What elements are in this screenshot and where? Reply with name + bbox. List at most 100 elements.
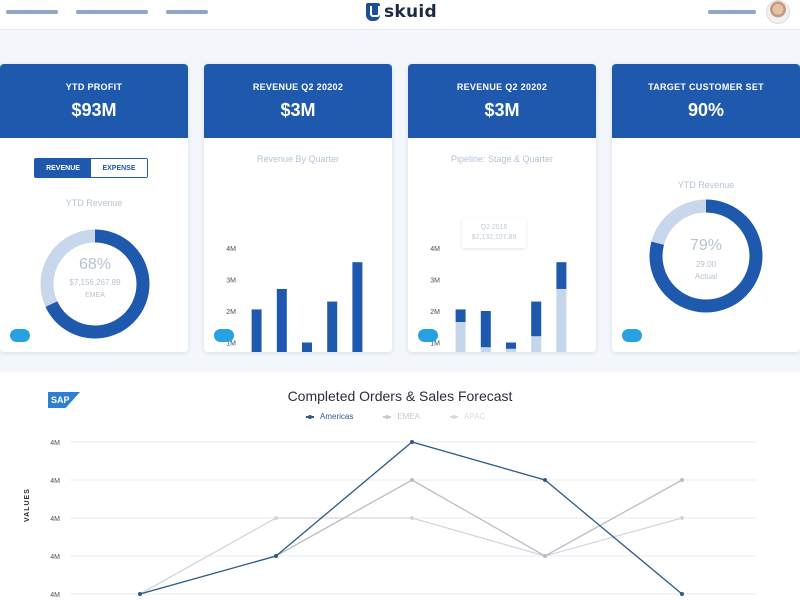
bar-segment[interactable] (556, 262, 567, 289)
data-point[interactable] (543, 478, 547, 482)
kpi-title: YTD PROFIT (65, 82, 123, 92)
donut-amount: $7,156,267.89 (69, 278, 121, 287)
kpi-value: $93M (71, 100, 117, 120)
donut-fill (649, 199, 763, 313)
nav-item-right[interactable] (708, 10, 756, 14)
bar[interactable] (302, 342, 312, 353)
kpi-card-header: TARGET CUSTOMER SET 90% (612, 64, 800, 138)
y-tick-label: 3M (226, 278, 236, 285)
kpi-card-target-customer: TARGET CUSTOMER SET 90% YTD Revenue 79% … (612, 64, 800, 352)
y-tick-label: 4M (50, 516, 60, 523)
bar-segment[interactable] (480, 347, 491, 352)
donut-percent: 79% (690, 237, 722, 254)
kpi-card-header: YTD PROFIT $93M (0, 64, 188, 138)
chart-tooltip: Q2 2016 $2,132,107.89 (462, 218, 526, 248)
skuid-logo[interactable]: skuid (366, 0, 437, 24)
legend-marker (383, 414, 392, 419)
data-point[interactable] (274, 554, 278, 558)
data-point[interactable] (410, 440, 414, 444)
chart-title: Completed Orders & Sales Forecast (287, 388, 513, 404)
y-tick-label: 1M (430, 341, 440, 348)
kpi-card-header: REVENUE Q2 20202 $3M (204, 64, 392, 138)
donut-amount: 29.00 (696, 260, 717, 269)
bar-segment[interactable] (455, 322, 466, 352)
nav-item-1[interactable] (6, 10, 58, 14)
y-tick-label: 4M (226, 246, 236, 253)
kpi-card-ytd-profit: YTD PROFIT $93M REVENUE EXPENSE YTD Reve… (0, 64, 188, 352)
data-point[interactable] (138, 592, 142, 596)
data-point[interactable] (410, 478, 414, 482)
donut-chart: 79% 29.00 Actual (649, 199, 763, 313)
legend-label: EMEA (397, 412, 421, 421)
data-point[interactable] (410, 516, 414, 520)
donut-fill (40, 229, 150, 339)
legend-marker (450, 414, 459, 419)
kpi-value: $3M (280, 100, 316, 120)
donut-chart: 68% $7,156,267.89 EMEA (40, 229, 150, 339)
nav-item-3[interactable] (166, 10, 208, 14)
data-point[interactable] (274, 516, 278, 520)
tooltip-amount: $2,132,107.89 (471, 234, 517, 241)
donut-region: Actual (695, 272, 717, 281)
y-tick-label: 2M (430, 309, 440, 316)
bar-segment[interactable] (531, 336, 542, 352)
kpi-title: REVENUE Q2 20202 (456, 82, 548, 92)
tooltip-quarter: Q2 2016 (480, 224, 508, 231)
y-tick-label: 4M (50, 554, 60, 561)
legend-marker (306, 414, 314, 419)
toggle-revenue[interactable]: REVENUE (35, 159, 91, 177)
kpi-card-pipeline: REVENUE Q2 20202 $3M Pipeline: Stage & Q… (408, 64, 596, 352)
orders-forecast-line-chart: 4M 4M 4M 4M 4M (50, 440, 756, 599)
bar-segment[interactable] (531, 301, 542, 337)
legend-item-apac[interactable]: APAC (450, 412, 485, 421)
legend-label: Americas (320, 412, 354, 421)
y-tick-label: 4M (50, 478, 60, 485)
y-tick-label: 2M (226, 309, 236, 316)
bar[interactable] (327, 301, 338, 352)
nav-item-2[interactable] (76, 10, 148, 14)
kpi-title: REVENUE Q2 20202 (252, 82, 344, 92)
top-nav-bar: skuid (0, 0, 800, 30)
legend-label: APAC (464, 412, 486, 421)
logo-text: skuid (384, 2, 438, 22)
legend-item-americas[interactable]: Americas (306, 412, 353, 421)
kpi-value: $3M (484, 100, 520, 120)
chart-legend: Americas EMEA APAC (306, 412, 485, 421)
salesforce-icon (418, 329, 438, 342)
bar[interactable] (251, 309, 262, 352)
bar-segment[interactable] (455, 309, 466, 323)
y-tick-label: 4M (430, 246, 440, 253)
data-point[interactable] (680, 516, 684, 520)
bar[interactable] (352, 262, 363, 352)
kpi-title: TARGET CUSTOMER SET (648, 82, 764, 92)
chart-title: YTD Revenue (677, 180, 735, 190)
bar[interactable] (276, 288, 287, 352)
donut-region: EMEA (85, 292, 105, 299)
y-tick-label: 1M (226, 341, 236, 348)
legend-item-emea[interactable]: EMEA (383, 412, 420, 421)
y-tick-label: 4M (50, 592, 60, 599)
kpi-card-header: REVENUE Q2 20202 $3M (408, 64, 596, 138)
bar-segment[interactable] (556, 288, 567, 352)
revenue-expense-toggle[interactable]: REVENUE EXPENSE (34, 158, 148, 178)
revenue-by-quarter-chart: 4M3M2M1M0MQ3 2015Q4 2015Q1 2016Q2 2016Q3… (226, 246, 363, 353)
data-point[interactable] (680, 478, 684, 482)
bar-segment[interactable] (480, 311, 491, 348)
bar-segment[interactable] (506, 342, 516, 349)
chart-title: YTD Revenue (65, 198, 123, 208)
toggle-expense[interactable]: EXPENSE (91, 159, 147, 177)
pipeline-stage-quarter-chart: 4M3M2M1M0MQ3 2015Q4 2015Q1 2016Q2 2016Q3… (430, 246, 567, 352)
donut-percent: 68% (79, 256, 111, 273)
skuid-logo-icon (366, 3, 380, 21)
orders-forecast-panel: SAP Completed Orders & Sales Forecast Am… (0, 372, 800, 600)
series-line (139, 479, 683, 595)
salesforce-icon (10, 329, 30, 342)
chart-title: Pipeline: Stage & Quarter (450, 154, 554, 164)
data-point[interactable] (543, 554, 547, 558)
chart-title: Revenue By Quarter (256, 154, 340, 164)
kpi-card-revenue-q2: REVENUE Q2 20202 $3M Revenue By Quarter … (204, 64, 392, 352)
data-point[interactable] (680, 592, 684, 596)
bar-segment[interactable] (506, 348, 516, 352)
salesforce-icon (622, 329, 642, 342)
user-avatar[interactable] (766, 0, 790, 24)
